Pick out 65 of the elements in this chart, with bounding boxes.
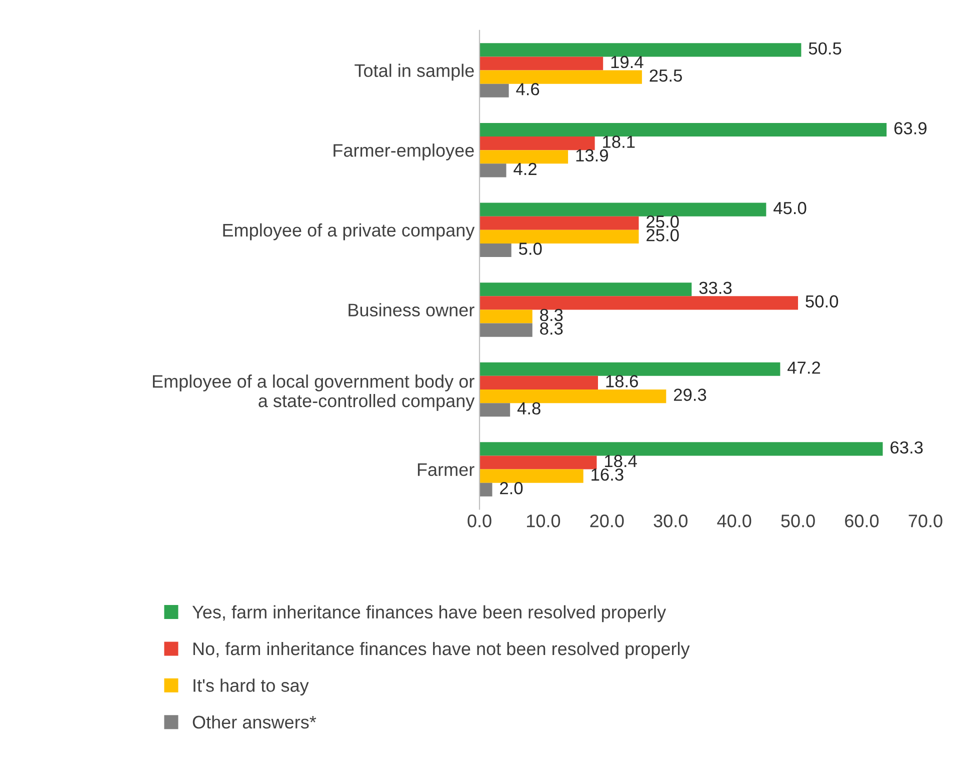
bar xyxy=(480,202,766,216)
data-label: 19.4 xyxy=(611,56,644,68)
bar xyxy=(480,442,883,456)
bar xyxy=(480,136,595,150)
x-tick-label: 10.0 xyxy=(527,514,560,528)
bar xyxy=(480,164,506,178)
data-label: 47.2 xyxy=(788,362,820,374)
data-label: 16.3 xyxy=(592,468,624,481)
bar xyxy=(480,243,512,258)
bar xyxy=(480,376,598,390)
y-tick-label: Employee of a local government body or a state-controlled company xyxy=(152,374,475,411)
bar xyxy=(480,323,532,337)
data-label: 50.5 xyxy=(808,42,842,55)
x-tick-label: 60.0 xyxy=(845,514,879,528)
data-label: 25.0 xyxy=(646,215,679,228)
data-label: 8.3 xyxy=(540,322,563,335)
bar xyxy=(480,122,887,137)
data-label: 50.0 xyxy=(806,295,838,308)
bar xyxy=(480,403,510,417)
x-tick-label: 40.0 xyxy=(717,514,752,528)
data-label: 63.9 xyxy=(894,122,926,134)
data-label: 18.4 xyxy=(604,454,637,468)
data-label: 45.0 xyxy=(774,202,806,214)
bar xyxy=(480,282,692,296)
bar xyxy=(480,216,639,230)
data-label: 8.3 xyxy=(540,308,563,322)
bar xyxy=(480,230,639,244)
data-label: 4.8 xyxy=(517,402,540,415)
data-label: 13.9 xyxy=(576,149,608,162)
bar xyxy=(480,150,568,164)
data-label: 63.3 xyxy=(890,441,923,454)
x-tick-label: 20.0 xyxy=(590,514,624,528)
legend-label: Yes, farm inheritance finances have been resolved properly xyxy=(192,605,666,622)
data-label: 4.2 xyxy=(514,162,536,175)
y-tick-label: Farmer-employee xyxy=(334,144,474,160)
legend-label: No, farm inheritance finances have not been resolved properly xyxy=(193,642,690,659)
legend-label: Other answers* xyxy=(192,715,316,729)
bar xyxy=(480,390,666,404)
data-label: 29.3 xyxy=(674,388,706,401)
data-label: 4.6 xyxy=(516,83,540,96)
bar xyxy=(480,70,642,84)
y-tick-label: Business owner xyxy=(348,303,474,316)
data-label: 18.6 xyxy=(606,375,638,388)
bar xyxy=(480,56,604,70)
bar xyxy=(480,84,509,98)
bar xyxy=(480,469,584,483)
y-tick-label: Farmer xyxy=(418,463,474,476)
data-label: 2.0 xyxy=(500,482,523,494)
x-tick-label: 0.0 xyxy=(468,514,492,528)
bar xyxy=(480,296,798,310)
data-label: 25.5 xyxy=(650,69,682,82)
bar xyxy=(480,43,802,57)
data-label: 5.0 xyxy=(518,242,542,255)
legend-label: It's hard to say xyxy=(194,678,309,696)
bar xyxy=(480,482,492,496)
y-tick-label: Total in sample xyxy=(354,64,474,81)
bar xyxy=(480,310,532,324)
x-tick-label: 70.0 xyxy=(908,514,942,528)
x-tick-label: 50.0 xyxy=(781,514,815,528)
data-label: 18.1 xyxy=(603,136,635,148)
x-tick-label: 30.0 xyxy=(654,514,688,528)
data-label: 25.0 xyxy=(646,229,679,242)
data-label: 33.3 xyxy=(699,282,732,294)
y-tick-label: Employee of a private company xyxy=(223,223,475,240)
bar xyxy=(480,362,780,376)
